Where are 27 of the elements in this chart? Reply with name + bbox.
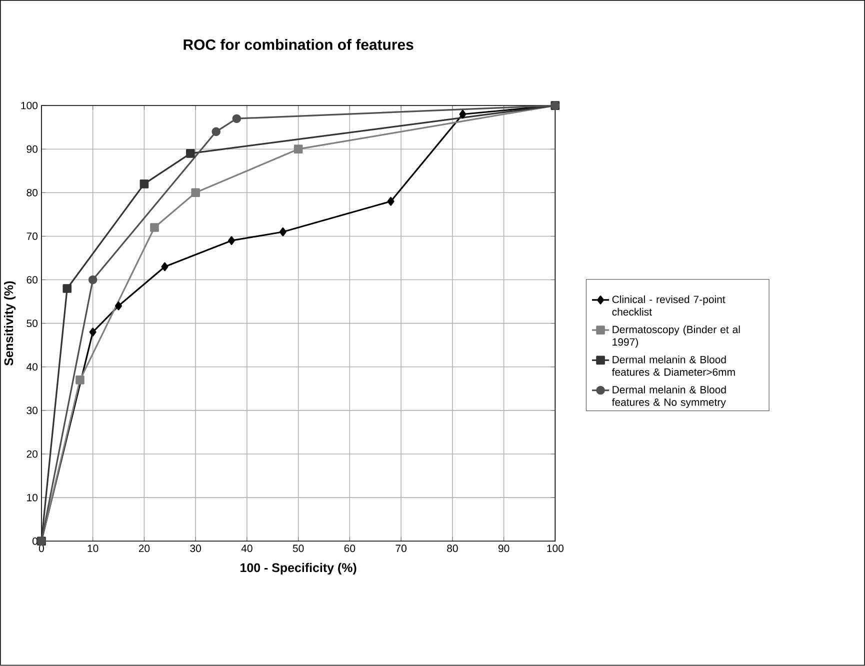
legend-label: Dermatoscopy (Binder et al 1997) [612,326,740,348]
x-tick-label: 40 [241,544,252,552]
y-tick-label: 100 [21,102,38,110]
y-tick-label: 70 [26,232,38,240]
x-tick-label: 30 [190,544,201,552]
y-tick-label: 60 [26,276,38,284]
y-tick-label: 30 [26,406,38,414]
legend-label: Clinical - revised 7-point checklist [612,296,726,316]
x-tick-label: 100 [547,544,564,552]
y-tick-label: 80 [26,189,38,197]
y-tick-label: 50 [26,320,38,328]
x-tick-label: 70 [396,544,406,552]
y-tick-label: 10 [27,494,38,502]
y-axis-title: Sensitivity (%) [4,281,16,366]
x-tick-label: 50 [292,544,304,552]
x-tick-label: 60 [344,544,356,552]
x-tick-label: 90 [498,544,510,552]
chart-title: ROC for combination of features [184,39,414,50]
legend-label: Dermal melanin & Blood features & Diameter>6mm [612,356,735,376]
y-tick-label: 20 [26,450,38,458]
y-tick-label: 90 [26,146,38,153]
x-tick-label: 20 [138,544,150,552]
y-tick-label: 40 [26,363,38,371]
legend-label: Dermal melanin & Blood features & No symmetry [612,386,726,408]
x-tick-label: 10 [88,544,98,552]
x-axis-title: 100 - Specificity (%) [240,563,356,575]
x-tick-label: 80 [447,544,458,552]
